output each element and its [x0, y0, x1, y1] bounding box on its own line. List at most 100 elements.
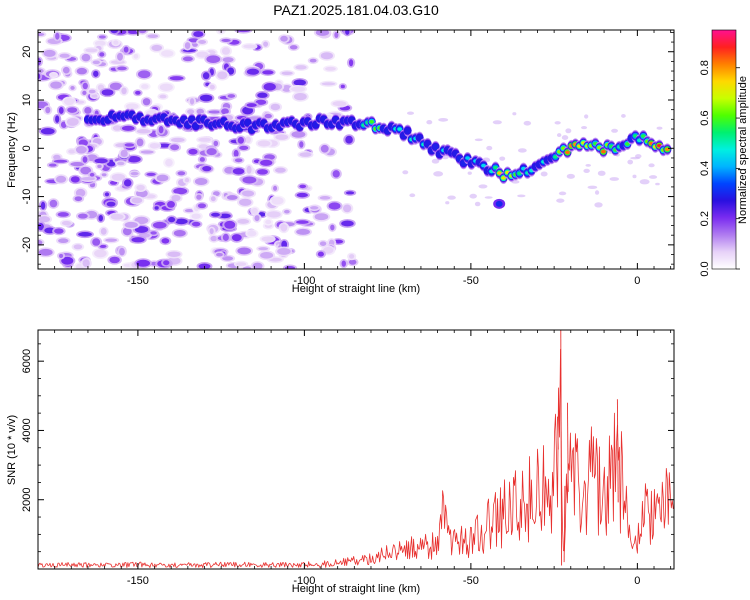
noise-blob: [211, 212, 220, 217]
noise-blob: [110, 30, 119, 34]
snr-plot-area: [38, 330, 674, 569]
colorbar-frame: [711, 29, 737, 270]
noise-blob: [120, 149, 128, 158]
ridge-peak: [624, 142, 630, 146]
noise-blob: [43, 49, 56, 57]
noise-blob: [170, 144, 180, 151]
spectrogram-y-tick-label: -10: [21, 189, 33, 205]
ridge-body: [424, 140, 431, 148]
noise-blob: [159, 83, 173, 91]
noise-blob: [121, 125, 135, 131]
noise-blob: [206, 55, 221, 64]
ridge-body: [312, 121, 319, 129]
noise-blob-faint: [648, 163, 655, 168]
noise-blob: [236, 30, 251, 33]
noise-blob: [70, 176, 80, 183]
ridge-body: [192, 122, 200, 130]
noise-blob-faint: [402, 170, 409, 175]
noise-blob: [275, 167, 286, 173]
noise-blob: [188, 38, 199, 43]
noise-blob: [257, 140, 271, 147]
noise-blob-faint: [581, 126, 588, 130]
snr-peak-mark: [557, 416, 559, 450]
noise-blob: [104, 192, 110, 197]
noise-blob: [299, 152, 312, 157]
noise-blob: [54, 228, 64, 234]
noise-blob: [99, 244, 107, 248]
noise-blob: [191, 213, 201, 219]
noise-blob: [91, 94, 98, 98]
noise-blob: [150, 231, 157, 235]
noise-blob: [281, 240, 288, 249]
noise-blob-faint: [554, 121, 561, 125]
noise-blob-faint: [517, 148, 527, 153]
noise-blob: [154, 206, 159, 210]
spectrogram-y-axis: -20 -10 0 10 20: [21, 32, 674, 265]
noise-blob: [147, 34, 159, 39]
noise-blob: [82, 259, 90, 268]
noise-blob: [296, 228, 310, 235]
noise-blob: [81, 53, 91, 62]
noise-blob: [234, 158, 243, 163]
noise-blob: [264, 113, 272, 119]
noise-blob: [265, 219, 272, 225]
noise-blob: [78, 139, 88, 147]
noise-blob: [58, 106, 64, 114]
noise-blob: [182, 56, 193, 62]
noise-blob: [45, 106, 51, 114]
noise-blob: [210, 235, 218, 242]
noise-blob: [62, 66, 70, 74]
noise-blob: [246, 103, 257, 108]
snr-frame: [37, 329, 675, 570]
noise-blob: [260, 159, 273, 166]
noise-blob: [127, 156, 141, 163]
noise-blob: [221, 47, 230, 55]
noise-blob: [206, 148, 217, 156]
noise-blob: [82, 90, 87, 95]
noise-blob: [70, 85, 75, 90]
ridge-peak: [640, 134, 646, 138]
noise-blob: [130, 172, 139, 176]
noise-blob: [171, 194, 181, 202]
noise-blob-faint: [585, 163, 592, 167]
noise-blob: [345, 30, 350, 35]
noise-blob: [49, 199, 58, 208]
noise-blob-faint: [474, 138, 483, 142]
noise-blob: [112, 125, 122, 131]
noise-blob: [53, 159, 68, 163]
noise-blob: [75, 146, 87, 154]
noise-blob: [123, 179, 132, 187]
noise-blob-faint: [438, 117, 449, 122]
noise-blob: [345, 191, 355, 195]
noise-blob: [92, 60, 100, 65]
noise-blob: [280, 35, 288, 42]
noise-blob: [161, 238, 170, 244]
noise-blob: [275, 134, 289, 140]
noise-blob: [117, 66, 127, 71]
noise-blob: [199, 157, 205, 162]
noise-blob: [38, 222, 44, 231]
noise-blob: [296, 192, 308, 198]
colorbar-tick-label: 0.8: [699, 60, 711, 75]
noise-blob: [131, 237, 145, 243]
noise-blob: [224, 220, 236, 229]
noise-blob: [332, 101, 347, 107]
noise-blob-faint: [540, 171, 548, 177]
noise-blob: [322, 246, 334, 254]
noise-blob: [194, 178, 208, 185]
noise-blob-faint: [583, 168, 590, 174]
noise-blob-faint: [474, 201, 481, 207]
noise-blob: [109, 180, 118, 185]
spectrogram-x-tick-label: -50: [463, 275, 479, 287]
snr-x-axis: -150 -100 -50 0: [54, 330, 672, 587]
noise-blob-faint: [609, 177, 620, 181]
snr-x-label: Height of straight line (km): [292, 583, 420, 595]
spectrogram-x-label: Height of straight line (km): [292, 283, 420, 295]
noise-blob: [68, 149, 76, 154]
ridge-body: [416, 134, 423, 141]
noise-blob: [314, 213, 329, 221]
noise-blob: [98, 214, 103, 222]
noise-blob: [126, 103, 139, 110]
noise-blob: [38, 32, 45, 36]
noise-blob: [199, 94, 213, 102]
